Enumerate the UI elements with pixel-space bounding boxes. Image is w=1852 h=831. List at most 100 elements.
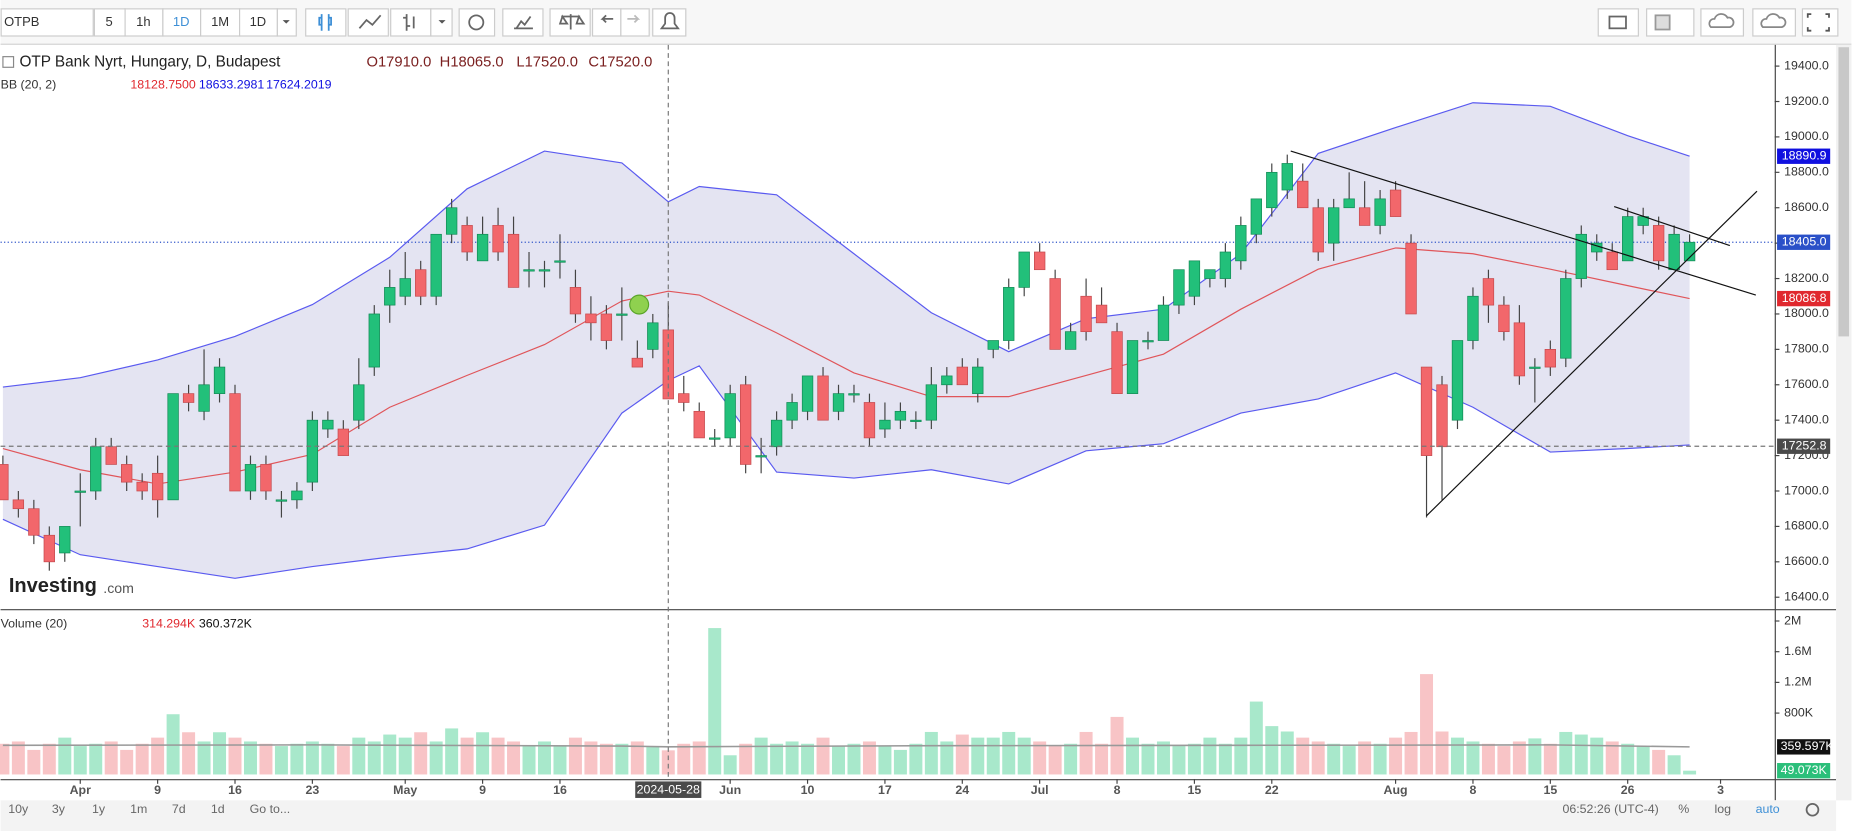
x-tick-label: 8 — [1114, 783, 1121, 797]
volume-bar — [553, 746, 567, 775]
symbol-input[interactable] — [0, 8, 94, 37]
volume-bar — [862, 741, 876, 775]
bar-button[interactable] — [390, 8, 432, 37]
tool-buttons — [305, 8, 1839, 37]
interval-button[interactable] — [162, 8, 202, 37]
log-toggle[interactable]: log — [1715, 802, 1732, 816]
volume-bar — [58, 737, 72, 775]
candle-body — [1420, 366, 1433, 456]
range-button[interactable]: 1d — [211, 802, 225, 816]
goto-button[interactable]: Go to... — [250, 802, 291, 816]
candle-body — [182, 393, 195, 403]
candle-body — [1188, 260, 1201, 297]
candle-body — [523, 269, 535, 272]
candle-body — [848, 393, 860, 396]
volume-bar — [1358, 741, 1372, 775]
volume-bar — [1311, 741, 1325, 775]
volume-ma-line — [2, 744, 1690, 748]
candle-body — [353, 384, 365, 421]
candle-body — [476, 233, 489, 262]
auto-toggle[interactable]: auto — [1756, 802, 1780, 816]
x-tick-label: Jun — [719, 783, 741, 797]
y-tick-label: 17600.0 — [1784, 377, 1829, 391]
volume-bar — [1064, 743, 1078, 775]
range-button[interactable]: 1y — [92, 802, 106, 816]
trend-line — [1426, 190, 1758, 517]
scrollbar-thumb[interactable] — [1838, 47, 1850, 337]
symbol: OTPB — [4, 14, 39, 29]
candle-button[interactable] — [305, 8, 347, 37]
collapse-toggle[interactable] — [2, 56, 15, 68]
interval[interactable]: 5 — [106, 14, 113, 29]
x-tick-label: 16 — [553, 783, 567, 797]
settings-button[interactable] — [458, 8, 496, 37]
undo-button[interactable] — [591, 8, 622, 37]
settings-icon[interactable] — [1805, 802, 1820, 817]
y-tick-label: 1.6M — [1784, 644, 1812, 658]
range-button[interactable]: 1m — [130, 802, 147, 816]
camera-button[interactable] — [1597, 8, 1639, 37]
volume-bar — [274, 746, 288, 775]
percent-toggle[interactable]: % — [1678, 802, 1689, 816]
volume-bar — [1450, 737, 1464, 775]
dividend-marker[interactable] — [629, 294, 650, 315]
candle-body — [554, 260, 566, 263]
x-tick-label: 3 — [1717, 783, 1724, 797]
interval-active[interactable]: 1D — [173, 14, 190, 29]
interval-button[interactable] — [93, 8, 126, 37]
candle-body — [1389, 189, 1402, 217]
cloud-save-button[interactable] — [1752, 8, 1796, 37]
range-button[interactable]: 3y — [52, 802, 66, 816]
volume-bar — [909, 743, 923, 775]
logo: Investing — [9, 575, 97, 597]
volume-bar — [1002, 731, 1016, 775]
candle-body — [832, 393, 845, 412]
interval[interactable]: 1M — [211, 14, 229, 29]
y-tick-label: 19200.0 — [1784, 94, 1829, 108]
y-tick-label: 19000.0 — [1784, 129, 1829, 143]
cloud-load-button[interactable] — [1700, 8, 1745, 37]
price-tag — [1777, 148, 1831, 164]
fullscreen-button[interactable] — [1801, 8, 1839, 37]
volume-bar — [971, 737, 985, 775]
candle-body — [1622, 216, 1634, 262]
ohlc-high: H18065.0 — [440, 54, 504, 70]
volume-bar — [1327, 743, 1341, 775]
interval-button[interactable] — [124, 8, 164, 37]
volume-bar — [1435, 731, 1449, 775]
candle-body — [1018, 251, 1030, 288]
trend-line — [1290, 150, 1756, 296]
interval-button[interactable] — [200, 8, 241, 37]
volume-bar — [1683, 770, 1697, 775]
candle-body — [1467, 295, 1479, 341]
plot: 16400.016600.016800.017000.017200.017400… — [0, 44, 1834, 798]
candle-body — [1064, 331, 1077, 350]
interval[interactable]: 1h — [136, 14, 150, 29]
crosshair-date-tag — [635, 781, 702, 798]
volume-bar — [135, 743, 149, 775]
price-tag-label: 18890.9 — [1782, 148, 1827, 162]
candle-body — [0, 464, 9, 501]
candle-body — [755, 455, 767, 458]
volume-bar — [708, 628, 722, 775]
volume-bar — [352, 737, 366, 775]
volume-bar — [832, 746, 845, 775]
range-button[interactable]: 10y — [8, 802, 29, 816]
x-tick-label: 26 — [1621, 783, 1635, 797]
icon — [627, 14, 641, 24]
volume-bar — [1636, 746, 1650, 775]
interval-button[interactable] — [239, 8, 278, 37]
volume-bar — [1652, 749, 1666, 775]
y-tick-label: 16800.0 — [1784, 519, 1829, 533]
volume-bar — [538, 741, 551, 775]
candle-body — [507, 233, 520, 288]
volume-bar — [1590, 737, 1604, 775]
candle-body — [1235, 225, 1247, 262]
interval[interactable]: 1D — [250, 14, 267, 29]
alert-button[interactable] — [652, 8, 687, 37]
range-button[interactable]: 7d — [172, 802, 186, 816]
candle-body — [1095, 304, 1108, 324]
price-tag — [1777, 290, 1831, 307]
band-line — [2, 102, 1690, 388]
candle-body — [569, 287, 582, 315]
